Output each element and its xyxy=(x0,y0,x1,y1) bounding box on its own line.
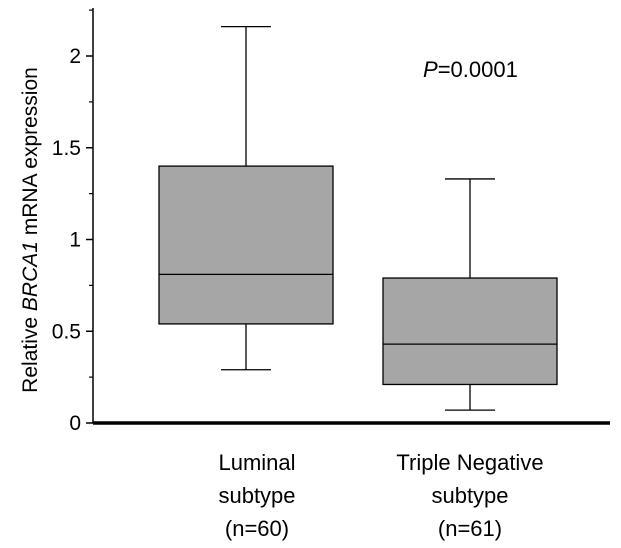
box-2 xyxy=(382,178,558,411)
y-tick-label: 1.5 xyxy=(52,137,81,160)
box-series xyxy=(158,25,558,411)
y-tick-label: 1 xyxy=(69,229,81,252)
x-axis-labels: Luminal subtype (n=60) Triple Negative subty… xyxy=(218,450,543,541)
p-label: P xyxy=(423,57,438,82)
category-label-line: subtype xyxy=(431,483,508,508)
y-tick-label: 2 xyxy=(69,45,81,68)
y-axis-title-part: mRNA expression xyxy=(19,67,42,241)
category-label-line: subtype xyxy=(218,483,295,508)
category-label-line: Triple Negative xyxy=(396,450,543,475)
y-axis-title: Relative BRCA1 mRNA expression xyxy=(19,67,42,393)
p-value: =0.0001 xyxy=(438,57,518,82)
category-label-line: Luminal xyxy=(218,450,295,475)
interquartile-box xyxy=(382,277,558,386)
box-1 xyxy=(158,25,334,371)
y-tick-label: 0 xyxy=(69,412,81,435)
category-label-line: (n=60) xyxy=(225,516,289,541)
interquartile-box xyxy=(158,165,334,325)
p-value-annotation: P=0.0001 xyxy=(423,57,518,82)
y-axis-title-part: BRCA1 xyxy=(19,241,42,311)
y-tick-label: 0.5 xyxy=(52,320,81,343)
y-axis-title-part: Relative xyxy=(19,311,42,393)
y-axis: 0 0.5 1 1.5 2 xyxy=(52,8,610,435)
category-label-line: (n=61) xyxy=(438,516,502,541)
